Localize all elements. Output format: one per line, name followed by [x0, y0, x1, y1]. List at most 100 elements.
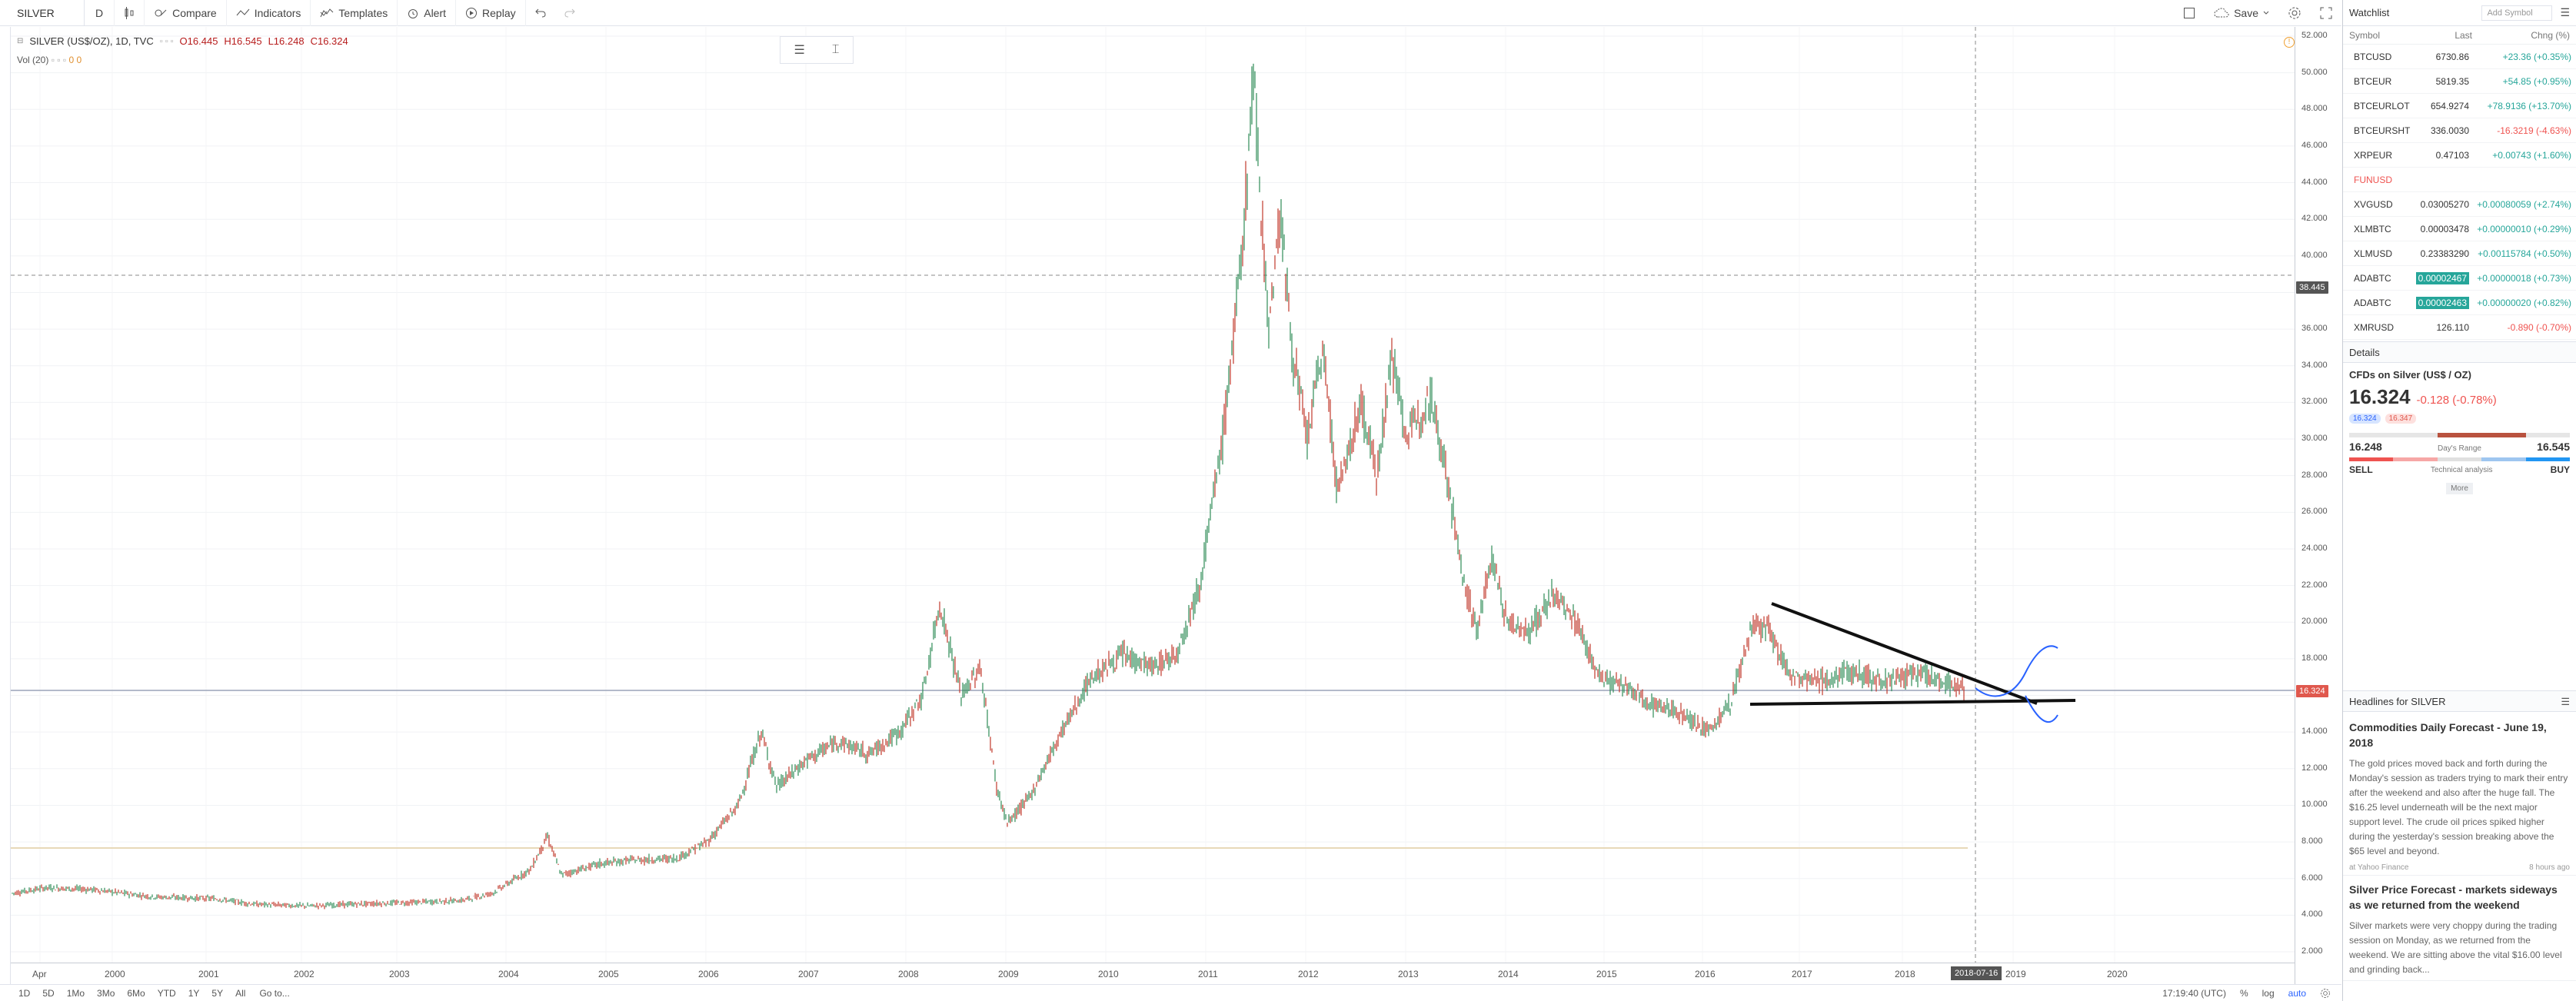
range-button[interactable]: 6Mo: [127, 987, 145, 999]
watchlist-row[interactable]: XVGUSD 0.03005270 +0.00080059 (+2.74%): [2343, 192, 2576, 217]
compare-button[interactable]: Compare: [145, 0, 227, 26]
settings-button[interactable]: [2278, 0, 2311, 26]
templates-button[interactable]: Templates: [311, 0, 398, 26]
col-symbol[interactable]: Symbol: [2349, 29, 2381, 41]
range-button[interactable]: 1D: [18, 987, 31, 999]
redo-button[interactable]: [555, 0, 584, 26]
watchlist-change: +0.00000018 (+0.73%): [2477, 272, 2571, 284]
interval-label: D: [95, 6, 104, 19]
chart-grid: [11, 27, 2295, 963]
time-axis-label: 2002: [294, 969, 315, 979]
indicators-button[interactable]: Indicators: [227, 0, 311, 26]
interval-selector[interactable]: D: [85, 0, 115, 26]
watchlist-row[interactable]: ADABTC 0.00002467 +0.00000018 (+0.73%): [2343, 266, 2576, 291]
time-axis-label: 2010: [1098, 969, 1119, 979]
time-axis-label: 2007: [798, 969, 819, 979]
range-button[interactable]: All: [235, 987, 246, 999]
watchlist-last-value: 6730.86: [2435, 51, 2469, 62]
details-change: -0.128 (-0.78%): [2416, 394, 2497, 407]
gear-icon[interactable]: [2320, 988, 2331, 999]
watchlist-row[interactable]: FUNUSD: [2343, 168, 2576, 192]
gear-icon: [2288, 7, 2301, 19]
price-axis[interactable]: 52.000 50.000 48.000 46.000 44.000 42.000 40.0…: [2295, 27, 2341, 984]
legend-buttons[interactable]: ▫ ▫ ▫: [159, 36, 174, 46]
time-axis-label: 2009: [998, 969, 1019, 979]
watchlist-symbol: XLMBTC: [2354, 223, 2391, 234]
tech-strong-buy: [2525, 457, 2571, 461]
range-button[interactable]: 5Y: [211, 987, 224, 999]
auto-toggle[interactable]: auto: [2288, 987, 2306, 999]
headlines-title[interactable]: Headlines for SILVER: [2349, 696, 2446, 707]
watchlist-change: +0.00743 (+1.60%): [2492, 149, 2571, 161]
range-button[interactable]: 1Mo: [66, 987, 85, 999]
watchlist-row[interactable]: BTCEURLOT 654.9274 +78.9136 (+13.70%): [2343, 94, 2576, 118]
fullscreen-button[interactable]: [2311, 0, 2341, 26]
legend-title[interactable]: SILVER (US$/OZ), 1D, TVC: [29, 35, 154, 47]
add-symbol-input[interactable]: Add Symbol: [2481, 5, 2553, 21]
info-icon[interactable]: !: [2284, 37, 2295, 48]
news-title[interactable]: Silver Price Forecast - markets sideways…: [2349, 883, 2558, 911]
line-style-icon[interactable]: ☰: [794, 44, 805, 57]
range-button[interactable]: 1Y: [188, 987, 200, 999]
range-button[interactable]: YTD: [157, 987, 176, 999]
watchlist-row[interactable]: BTCUSD 6730.86 +23.36 (+0.35%): [2343, 45, 2576, 69]
save-button[interactable]: Save: [2205, 0, 2278, 26]
alert-button[interactable]: Alert: [398, 0, 457, 26]
col-last[interactable]: Last: [2455, 29, 2472, 41]
watchlist-title[interactable]: Watchlist: [2349, 7, 2390, 18]
more-button[interactable]: More: [2446, 483, 2473, 494]
time-axis-label: 2005: [598, 969, 619, 979]
price-axis-label: 10.000: [2301, 800, 2328, 810]
watchlist-last: 126.110: [2414, 322, 2474, 333]
watchlist-row[interactable]: BTCEUR 5819.35 +54.85 (+0.95%): [2343, 69, 2576, 94]
watchlist-row[interactable]: XLMBTC 0.00003478 +0.00000010 (+0.29%): [2343, 217, 2576, 241]
range-button[interactable]: 5D: [42, 987, 55, 999]
symbol-search[interactable]: SILVER: [0, 0, 85, 26]
news-item[interactable]: Commodities Daily Forecast - June 19, 20…: [2343, 713, 2576, 876]
crosshair-price-tag: 38.445: [2296, 281, 2328, 294]
price-axis-label: 2.000: [2301, 946, 2323, 956]
watchlist-symbol: ADABTC: [2354, 272, 2391, 284]
fullscreen-layout-button[interactable]: [2174, 0, 2205, 26]
projection-up-curve: [1975, 645, 2058, 697]
time-axis[interactable]: Apr 2000 2001 2002 2003 2004 2005 2006 2007 2008 2…: [11, 963, 2295, 984]
news-source[interactable]: at Yahoo Finance: [2349, 863, 2409, 872]
price-axis-label: 50.000: [2301, 67, 2328, 77]
watchlist-change: +0.00000010 (+0.29%): [2477, 223, 2571, 234]
chart-style-button[interactable]: [115, 0, 145, 26]
watchlist-last: 0.00002463: [2414, 296, 2474, 309]
watchlist-row[interactable]: ADABTC 0.00002463 +0.00000020 (+0.82%): [2343, 291, 2576, 315]
ask-badge: 16.347: [2385, 414, 2417, 424]
legend-collapse-icon[interactable]: ⊟: [17, 37, 24, 45]
watchlist-symbol: XMRUSD: [2354, 321, 2395, 333]
range-button[interactable]: 3Mo: [97, 987, 115, 999]
log-toggle[interactable]: log: [2261, 987, 2275, 999]
volume-legend[interactable]: Vol (20) ▫ ▫ ▫ 0 0: [17, 55, 82, 65]
goto-button[interactable]: Go to...: [259, 987, 290, 999]
replay-button[interactable]: Replay: [456, 0, 526, 26]
details-header[interactable]: Details: [2343, 341, 2576, 363]
time-axis-label: 2004: [498, 969, 519, 979]
percent-toggle[interactable]: %: [2239, 987, 2248, 999]
undo-button[interactable]: [526, 0, 555, 26]
headlines-menu-icon[interactable]: ☰: [2561, 696, 2570, 707]
text-cursor-icon[interactable]: ⌶: [831, 43, 840, 56]
watchlist-menu-icon[interactable]: ☰: [2560, 6, 2570, 18]
watchlist-row[interactable]: XRPEUR 0.47103 +0.00743 (+1.60%): [2343, 143, 2576, 168]
watchlist-row[interactable]: XMRUSD 126.110 -0.890 (-0.70%): [2343, 315, 2576, 340]
news-item[interactable]: Silver Price Forecast - markets sideways…: [2343, 876, 2576, 981]
watchlist-row[interactable]: BTCEURSHT 336.0030 -16.3219 (-4.63%): [2343, 118, 2576, 143]
watchlist-last: 6730.86: [2414, 52, 2474, 62]
left-drawing-toolbar[interactable]: [0, 27, 11, 984]
watchlist-change: -0.890 (-0.70%): [2507, 321, 2571, 333]
crosshair-date-tag: 2018-07-16: [1951, 966, 2002, 980]
clock: 17:19:40 (UTC): [2162, 987, 2226, 999]
watchlist-symbol: XVGUSD: [2354, 198, 2393, 210]
watchlist-row[interactable]: XLMUSD 0.23383290 +0.00115784 (+0.50%): [2343, 241, 2576, 266]
col-chg[interactable]: Chng (%): [2531, 29, 2570, 41]
tech-neutral: [2437, 457, 2482, 461]
news-title[interactable]: Commodities Daily Forecast - June 19, 20…: [2349, 721, 2547, 749]
technical-analysis-label[interactable]: Technical analysis: [2430, 465, 2493, 474]
compare-icon: [155, 9, 167, 16]
price-chart[interactable]: [11, 27, 2295, 984]
